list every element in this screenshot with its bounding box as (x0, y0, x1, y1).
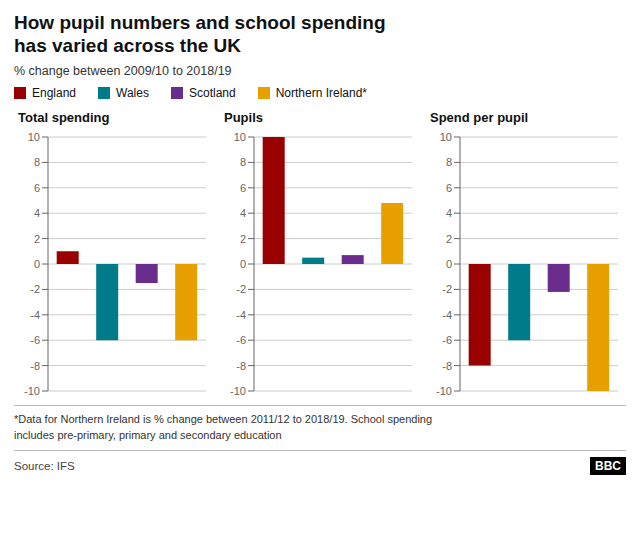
svg-text:6: 6 (34, 181, 40, 193)
html-text:Northern Ireland*: Northern Ireland* (275, 85, 367, 100)
svg-text:8: 8 (34, 156, 40, 168)
svg-text:0: 0 (446, 257, 452, 269)
svg-text:0: 0 (240, 257, 246, 269)
html-text:% change between 2009/10 to 20: % change between 2009/10 to 2018/19 (14, 63, 232, 78)
html-text:Spend per pupil: Spend per pupil (430, 109, 529, 125)
html-text:Wales: Wales (116, 85, 149, 100)
svg-text:-10: -10 (230, 384, 246, 396)
svg-text:-2: -2 (442, 283, 452, 295)
svg-text:-8: -8 (236, 359, 246, 371)
svg-text:-2: -2 (236, 283, 246, 295)
svg-text:-6: -6 (442, 334, 452, 346)
svg-text:10: 10 (440, 130, 452, 142)
svg-text:4: 4 (34, 207, 40, 219)
svg-text:0: 0 (34, 257, 40, 269)
html-text:Pupils: Pupils (224, 109, 263, 125)
html-text:Total spending: Total spending (18, 109, 110, 125)
svg-text:-4: -4 (442, 308, 452, 320)
html-text:England: England (32, 85, 76, 100)
html-text:BBC: BBC (595, 458, 621, 473)
svg-text:6: 6 (446, 181, 452, 193)
svg-text:8: 8 (240, 156, 246, 168)
svg-text:-4: -4 (236, 308, 246, 320)
svg-text:8: 8 (446, 156, 452, 168)
svg-text:6: 6 (240, 181, 246, 193)
html-text:*Data for Northern Ireland is: *Data for Northern Ireland is % change b… (14, 412, 433, 442)
svg-text:-8: -8 (442, 359, 452, 371)
svg-text:4: 4 (446, 207, 452, 219)
html-text:Source: IFS: Source: IFS (14, 459, 75, 472)
svg-text:-2: -2 (30, 283, 40, 295)
html-text:How pupil numbers and school s: How pupil numbers and school spending ha… (14, 12, 386, 56)
svg-text:-4: -4 (30, 308, 40, 320)
html-text:Scotland: Scotland (189, 85, 236, 100)
svg-text:-6: -6 (236, 334, 246, 346)
svg-text:10: 10 (28, 130, 40, 142)
svg-text:-10: -10 (436, 384, 452, 396)
svg-text:2: 2 (34, 232, 40, 244)
svg-text:10: 10 (234, 130, 246, 142)
svg-text:-8: -8 (30, 359, 40, 371)
svg-text:2: 2 (446, 232, 452, 244)
svg-text:2: 2 (240, 232, 246, 244)
svg-text:-6: -6 (30, 334, 40, 346)
svg-text:4: 4 (240, 207, 246, 219)
svg-text:-10: -10 (24, 384, 40, 396)
